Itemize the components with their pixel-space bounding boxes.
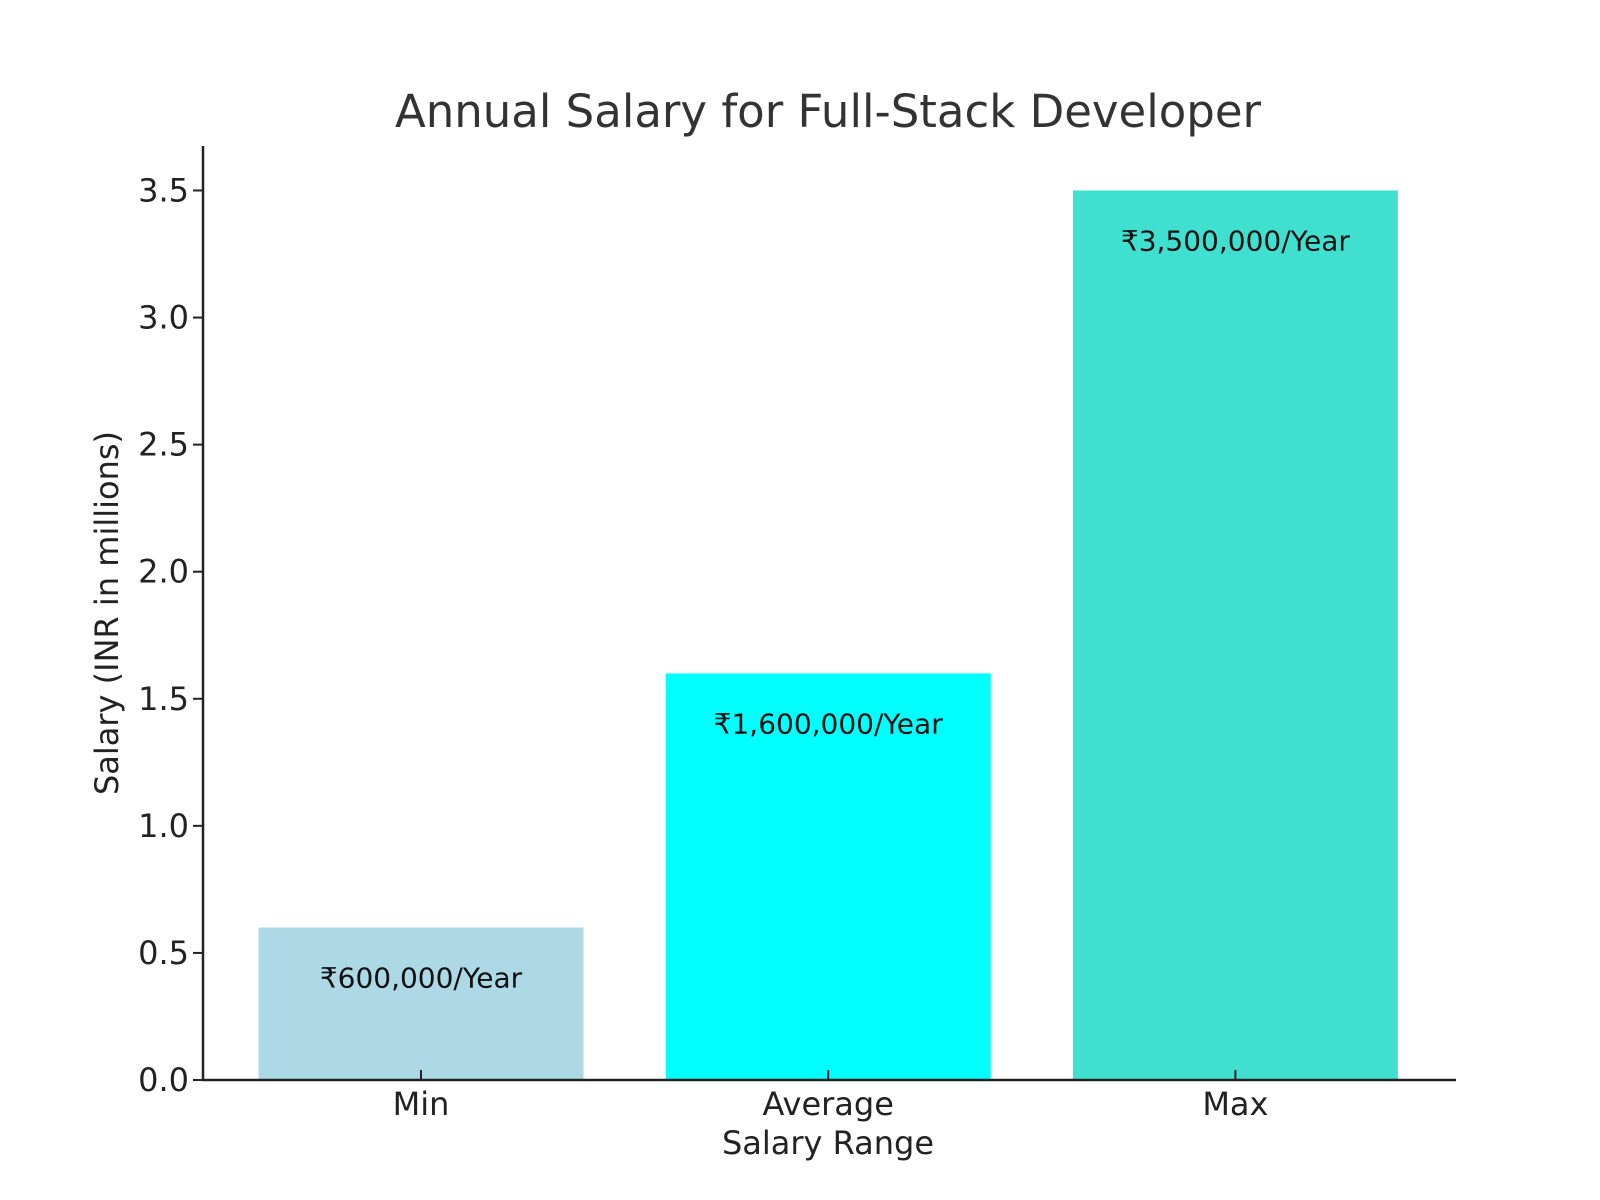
bar-data-label: ₹600,000/Year xyxy=(320,962,523,995)
bar-labels-group: ₹600,000/Year ₹1,600,000/Year ₹3,500,000/Y… xyxy=(320,224,1351,994)
y-tick-label: 1.5 xyxy=(138,680,189,718)
bar-max xyxy=(1072,190,1398,1080)
y-axis-ticks: 0.0 0.5 1.0 1.5 2.0 2.5 3.0 3.5 xyxy=(138,171,203,1099)
x-tick-label: Min xyxy=(393,1085,450,1123)
y-tick-label: 1.0 xyxy=(138,807,189,845)
y-tick-label: 2.0 xyxy=(138,553,189,591)
x-tick-label: Average xyxy=(762,1085,893,1123)
bar-data-label: ₹1,600,000/Year xyxy=(714,707,944,740)
bar-data-label: ₹3,500,000/Year xyxy=(1121,224,1351,257)
y-tick-label: 2.5 xyxy=(138,426,189,464)
y-tick-label: 3.0 xyxy=(138,299,189,337)
x-tick-label: Max xyxy=(1202,1085,1268,1123)
bar-min xyxy=(258,927,584,1080)
bars-group xyxy=(258,190,1398,1080)
x-axis-ticks: Min Average Max xyxy=(393,1070,1268,1123)
chart-title: Annual Salary for Full-Stack Developer xyxy=(395,85,1262,138)
y-tick-label: 0.0 xyxy=(138,1061,189,1099)
bar-average xyxy=(665,673,991,1080)
y-axis-label: Salary (INR in millions) xyxy=(88,431,126,795)
x-axis-label: Salary Range xyxy=(722,1124,934,1162)
y-tick-label: 0.5 xyxy=(138,934,189,972)
y-tick-label: 3.5 xyxy=(138,171,189,209)
